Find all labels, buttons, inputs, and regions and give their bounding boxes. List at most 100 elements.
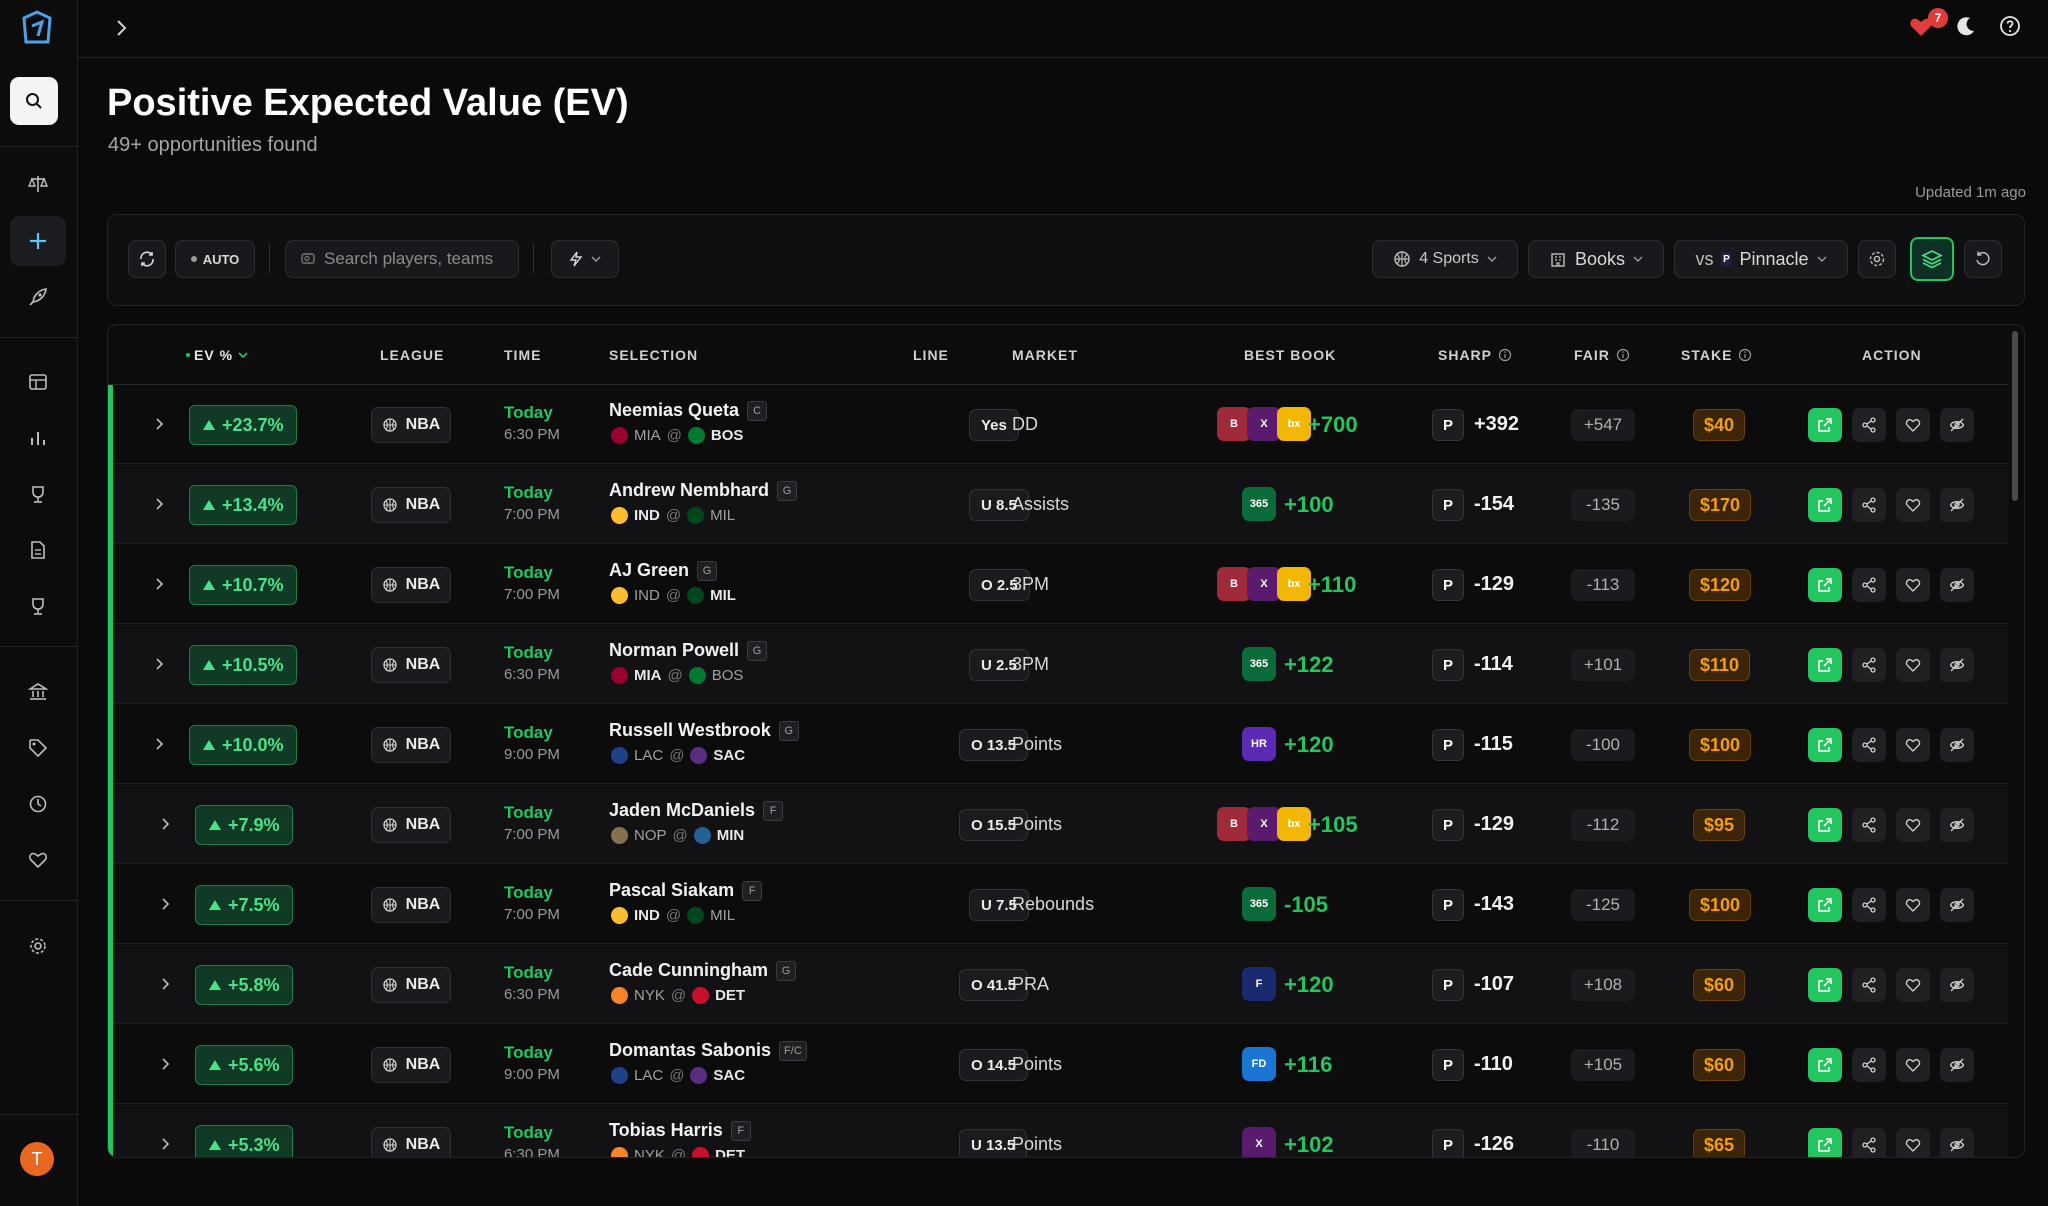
share-button[interactable] — [1852, 968, 1886, 1002]
info-icon[interactable] — [1498, 348, 1512, 362]
hide-bet-button[interactable] — [1940, 728, 1974, 762]
hide-bet-button[interactable] — [1940, 568, 1974, 602]
favorite-button[interactable] — [1896, 488, 1930, 522]
info-icon[interactable] — [1738, 348, 1752, 362]
favorite-button[interactable] — [1896, 1128, 1930, 1157]
open-bet-button[interactable] — [1808, 488, 1842, 522]
table-row[interactable]: +10.7% NBA Today 7:00 PM AJ Green G IND … — [108, 545, 2008, 624]
chevron-right-icon[interactable] — [108, 15, 134, 41]
player-name[interactable]: Norman Powell — [609, 640, 740, 660]
scrollbar[interactable] — [2012, 331, 2018, 501]
expand-row-chevron-icon[interactable] — [161, 1054, 177, 1074]
favorite-button[interactable] — [1896, 808, 1930, 842]
favorite-button[interactable] — [1896, 1048, 1930, 1082]
table-icon[interactable] — [22, 366, 54, 398]
player-name[interactable]: Jaden McDaniels — [609, 800, 756, 820]
sharp-book-dropdown[interactable]: vs P Pinnacle — [1674, 240, 1848, 278]
share-button[interactable] — [1852, 888, 1886, 922]
player-name[interactable]: Domantas Sabonis — [609, 1040, 772, 1060]
share-button[interactable] — [1852, 568, 1886, 602]
expand-row-chevron-icon[interactable] — [155, 574, 171, 594]
favorite-button[interactable] — [1896, 728, 1930, 762]
share-button[interactable] — [1852, 728, 1886, 762]
sports-filter-dropdown[interactable]: 4 Sports — [1372, 240, 1518, 278]
table-row[interactable]: +5.3% NBA Today 6:30 PM Tobias Harris F … — [108, 1105, 2008, 1157]
moon-icon[interactable] — [1954, 14, 1984, 44]
info-icon[interactable] — [1616, 348, 1630, 362]
layers-toggle-button[interactable] — [1910, 237, 1954, 281]
search-input[interactable]: Search players, teams — [285, 240, 519, 278]
table-row[interactable]: +7.9% NBA Today 7:00 PM Jaden McDaniels … — [108, 785, 2008, 864]
sort-ev-header[interactable]: EV % — [186, 347, 249, 363]
open-bet-button[interactable] — [1808, 808, 1842, 842]
share-button[interactable] — [1852, 648, 1886, 682]
expand-row-chevron-icon[interactable] — [155, 414, 171, 434]
settings-button[interactable] — [1858, 240, 1896, 278]
share-button[interactable] — [1852, 1048, 1886, 1082]
table-row[interactable]: +13.4% NBA Today 7:00 PM Andrew Nembhard… — [108, 465, 2008, 544]
expand-row-chevron-icon[interactable] — [161, 1134, 177, 1154]
heart-icon[interactable] — [1908, 14, 1938, 44]
trophy-icon[interactable] — [22, 478, 54, 510]
hide-bet-button[interactable] — [1940, 648, 1974, 682]
player-name[interactable]: Russell Westbrook — [609, 720, 771, 740]
share-button[interactable] — [1852, 1128, 1886, 1157]
open-bet-button[interactable] — [1808, 728, 1842, 762]
search-icon[interactable] — [10, 77, 58, 125]
help-icon[interactable] — [1998, 14, 2028, 44]
trophy-icon[interactable] — [22, 590, 54, 622]
open-bet-button[interactable] — [1808, 568, 1842, 602]
expand-row-chevron-icon[interactable] — [155, 654, 171, 674]
auto-refresh-toggle[interactable]: AUTO — [175, 240, 255, 278]
expand-row-chevron-icon[interactable] — [155, 734, 171, 754]
favorite-button[interactable] — [1896, 888, 1930, 922]
open-bet-button[interactable] — [1808, 408, 1842, 442]
history-icon[interactable] — [22, 788, 54, 820]
table-row[interactable]: +10.0% NBA Today 9:00 PM Russell Westbro… — [108, 705, 2008, 784]
favorite-button[interactable] — [1896, 408, 1930, 442]
expand-row-chevron-icon[interactable] — [161, 814, 177, 834]
open-bet-button[interactable] — [1808, 968, 1842, 1002]
hide-bet-button[interactable] — [1940, 888, 1974, 922]
heart-icon[interactable] — [22, 844, 54, 876]
player-name[interactable]: Pascal Siakam — [609, 880, 735, 900]
hide-bet-button[interactable] — [1940, 408, 1974, 442]
quick-filter-dropdown[interactable] — [551, 240, 619, 278]
document-icon[interactable] — [22, 534, 54, 566]
avatar[interactable]: T — [20, 1142, 54, 1176]
favorite-button[interactable] — [1896, 968, 1930, 1002]
player-name[interactable]: Cade Cunningham — [609, 960, 769, 980]
gear-icon[interactable] — [22, 930, 54, 962]
favorite-button[interactable] — [1896, 648, 1930, 682]
share-button[interactable] — [1852, 408, 1886, 442]
books-filter-dropdown[interactable]: Books — [1528, 240, 1664, 278]
expand-row-chevron-icon[interactable] — [161, 894, 177, 914]
open-bet-button[interactable] — [1808, 648, 1842, 682]
share-button[interactable] — [1852, 488, 1886, 522]
player-name[interactable]: Neemias Queta — [609, 400, 740, 420]
refresh-button[interactable] — [128, 240, 166, 278]
hide-bet-button[interactable] — [1940, 1128, 1974, 1157]
hide-bet-button[interactable] — [1940, 968, 1974, 1002]
player-name[interactable]: Tobias Harris — [609, 1120, 723, 1140]
expand-row-chevron-icon[interactable] — [161, 974, 177, 994]
bank-icon[interactable] — [22, 676, 54, 708]
bar-chart-icon[interactable] — [22, 422, 54, 454]
table-row[interactable]: +7.5% NBA Today 7:00 PM Pascal Siakam F … — [108, 865, 2008, 944]
open-bet-button[interactable] — [1808, 1128, 1842, 1157]
table-row[interactable]: +5.8% NBA Today 6:30 PM Cade Cunningham … — [108, 945, 2008, 1024]
hide-bet-button[interactable] — [1940, 488, 1974, 522]
table-row[interactable]: +23.7% NBA Today 6:30 PM Neemias Queta C… — [108, 385, 2008, 464]
open-bet-button[interactable] — [1808, 888, 1842, 922]
favorite-button[interactable] — [1896, 568, 1930, 602]
scale-icon[interactable] — [22, 168, 54, 200]
rocket-icon[interactable] — [22, 281, 54, 313]
share-button[interactable] — [1852, 808, 1886, 842]
hide-bet-button[interactable] — [1940, 1048, 1974, 1082]
table-row[interactable]: +5.6% NBA Today 9:00 PM Domantas Sabonis… — [108, 1025, 2008, 1104]
reset-button[interactable] — [1964, 240, 2002, 278]
plus-icon[interactable] — [10, 216, 66, 266]
tag-icon[interactable] — [22, 732, 54, 764]
hide-bet-button[interactable] — [1940, 808, 1974, 842]
player-name[interactable]: AJ Green — [609, 560, 690, 580]
